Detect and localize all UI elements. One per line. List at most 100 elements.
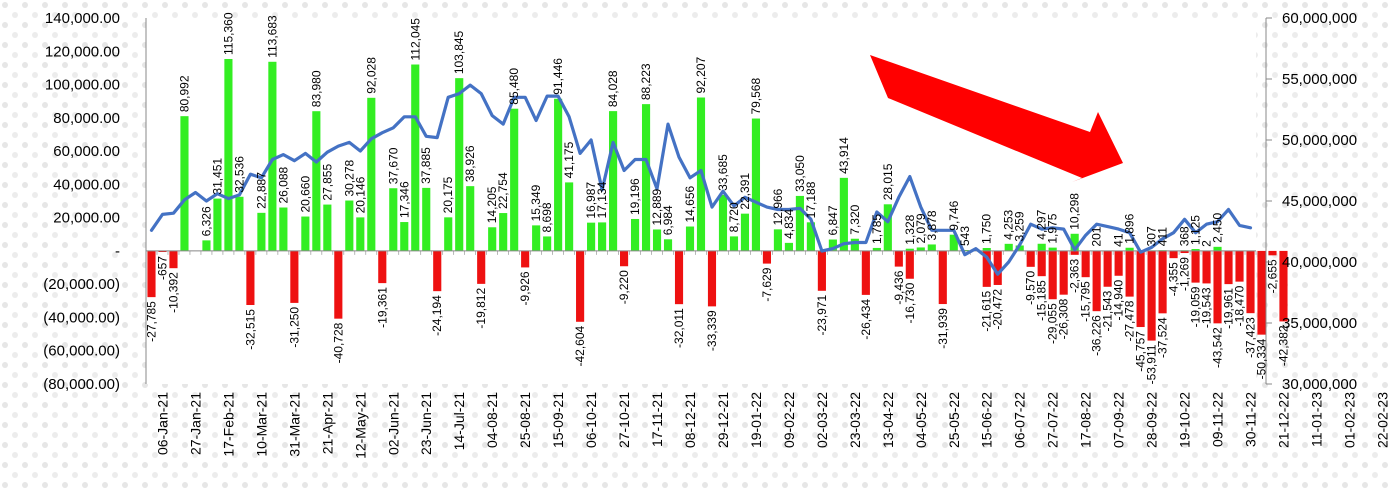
data-label: -20,472 xyxy=(991,289,1005,330)
bar-negative xyxy=(1125,250,1134,297)
data-label: -33,339 xyxy=(705,310,719,351)
data-label: 17,346 xyxy=(397,181,411,218)
bar-positive xyxy=(224,58,233,251)
data-label: -32,515 xyxy=(243,309,257,350)
bar-negative xyxy=(521,250,530,268)
data-label: 27,855 xyxy=(320,164,334,201)
bar-positive xyxy=(499,213,508,251)
bar-positive xyxy=(356,217,365,251)
bar-positive xyxy=(279,207,288,251)
bar-positive xyxy=(367,97,376,251)
data-label: 41 xyxy=(1112,233,1126,247)
right-axis-tick-label: 50,000,000 xyxy=(1282,132,1357,149)
data-label: 38,926 xyxy=(463,145,477,182)
bar-positive xyxy=(587,222,596,251)
bar-negative xyxy=(1147,250,1156,341)
x-tick-label: 01-02-23 xyxy=(1341,392,1357,448)
bar-positive xyxy=(323,204,332,251)
data-label: 3,878 xyxy=(925,210,939,240)
data-label: -31,250 xyxy=(287,307,301,348)
data-label: -19,361 xyxy=(375,287,389,328)
bar-negative xyxy=(1070,250,1079,255)
bar-positive xyxy=(839,177,848,251)
bar-positive xyxy=(949,234,958,251)
data-label: 84,028 xyxy=(606,70,620,107)
data-label: 2 xyxy=(1200,240,1214,247)
bar-negative xyxy=(1235,250,1244,282)
x-tick-label: 06-10-21 xyxy=(583,392,599,448)
x-tick-label: 15-06-22 xyxy=(979,392,995,448)
bar-positive xyxy=(850,238,859,251)
left-axis-tick-label: 120,000.00 xyxy=(45,43,120,60)
bar-negative xyxy=(246,250,255,306)
data-label: 4,253 xyxy=(1002,209,1016,239)
bar-positive xyxy=(268,61,277,251)
data-label: 17,188 xyxy=(804,181,818,218)
data-label: 19,196 xyxy=(628,178,642,215)
data-label: 91,446 xyxy=(551,58,565,95)
data-label: 31,451 xyxy=(210,158,224,195)
left-axis-tick-label: - xyxy=(115,243,120,260)
bar-negative xyxy=(1169,250,1178,259)
data-label: 2,450 xyxy=(1211,212,1225,242)
left-axis-tick-label: 40,000.00 xyxy=(53,176,120,193)
bar-negative xyxy=(938,250,947,305)
bar-positive xyxy=(411,64,420,251)
bar-negative xyxy=(1268,250,1277,256)
left-axis-tick-label: 20,000.00 xyxy=(53,210,120,227)
bar-negative xyxy=(576,250,585,322)
data-label: -21,543 xyxy=(1101,290,1115,331)
x-axis: 06-Jan-21 27-Jan-21 17-Feb-21 10-Mar-21 31-M… xyxy=(154,392,1389,459)
data-label: 112,045 xyxy=(408,18,422,61)
data-label: 92,207 xyxy=(694,56,708,93)
bar-positive xyxy=(598,222,607,251)
data-label: -9,926 xyxy=(518,271,532,305)
x-tick-label: 27-07-22 xyxy=(1045,392,1061,448)
bar-negative xyxy=(707,250,717,307)
bar-positive xyxy=(1213,246,1222,251)
line-series xyxy=(149,83,1253,276)
right-axis-tick-label: 35,000,000 xyxy=(1282,315,1357,332)
bar-positive xyxy=(488,227,497,251)
bar-positive xyxy=(663,239,673,251)
bar-negative xyxy=(1213,250,1222,324)
x-tick-label: 23-Jun-21 xyxy=(418,392,434,455)
data-label: -19,961 xyxy=(1222,288,1236,329)
x-tick-label: 17-11-21 xyxy=(649,392,665,447)
data-label: 7,320 xyxy=(848,204,862,234)
data-label: 103,845 xyxy=(452,30,466,74)
bar-positive xyxy=(455,78,464,251)
data-label: 17,134 xyxy=(595,181,609,218)
bar-positive xyxy=(806,222,815,251)
data-label: -1,269 xyxy=(1178,257,1192,291)
data-label: -31,939 xyxy=(936,308,950,349)
bar-negative xyxy=(290,250,299,303)
data-label: -42,382 xyxy=(1276,325,1290,366)
bar-positive xyxy=(883,204,892,251)
bar-negative xyxy=(1158,250,1167,314)
data-label: 4,297 xyxy=(1035,209,1049,239)
bar-negative xyxy=(982,250,991,287)
x-tick-label: 07-09-22 xyxy=(1111,392,1127,448)
bar-positive xyxy=(213,198,222,251)
data-label: 543 xyxy=(958,226,972,246)
bar-positive xyxy=(630,218,640,251)
left-axis-tick-label: (20,000.00) xyxy=(43,276,120,293)
data-label: -23,971 xyxy=(815,294,829,335)
data-label: 307 xyxy=(1145,226,1159,246)
x-tick-label: 08-12-21 xyxy=(682,392,698,448)
data-label: -29,055 xyxy=(1046,303,1060,344)
left-y-axis: (80,000.00) (60,000.00) (40,000.00) (20,000… xyxy=(43,10,120,393)
data-label: 201 xyxy=(1090,226,1104,246)
x-tick-label: 12-May-21 xyxy=(352,392,368,459)
bar-positive xyxy=(905,248,914,251)
data-label: -50,334 xyxy=(1254,338,1268,379)
left-axis-tick-label: (80,000.00) xyxy=(43,376,120,393)
data-label: 37,670 xyxy=(386,147,400,184)
data-label: 20,175 xyxy=(441,176,455,213)
bar-negative xyxy=(169,250,178,269)
data-label: -657 xyxy=(155,256,169,280)
data-label: 113,683 xyxy=(265,15,279,58)
left-axis-tick-label: 100,000.00 xyxy=(45,77,120,94)
left-axis-tick-label: (40,000.00) xyxy=(43,309,120,326)
